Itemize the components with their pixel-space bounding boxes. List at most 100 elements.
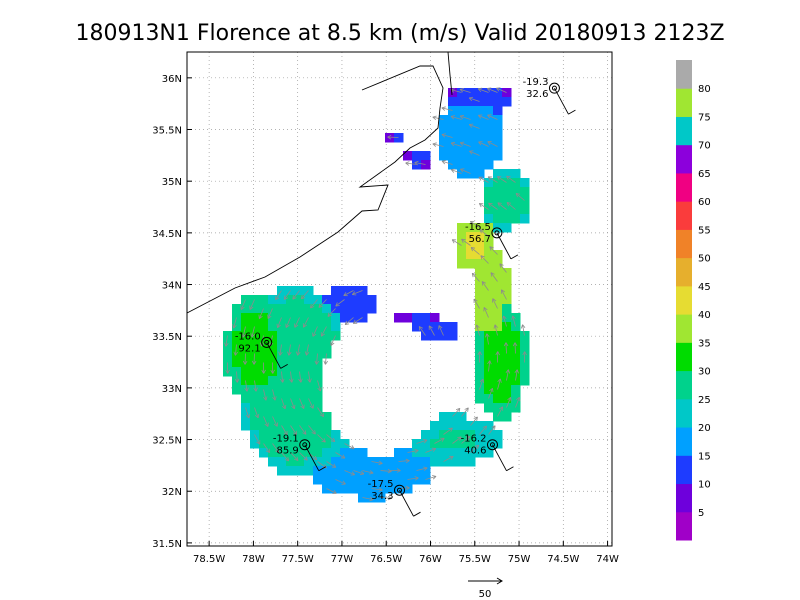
- wind-arrow: [496, 87, 507, 93]
- wind-cell: [475, 295, 485, 305]
- wind-cell: [484, 142, 494, 152]
- wind-barb: [399, 489, 414, 517]
- wind-cell: [448, 133, 458, 143]
- wind-cell: [286, 466, 296, 476]
- wind-arrow: [515, 369, 518, 381]
- wind-cell: [421, 439, 431, 449]
- wind-arrow-head: [487, 114, 491, 119]
- wind-cell: [493, 115, 503, 125]
- wind-arrow: [407, 450, 419, 453]
- wind-arrow-head: [487, 360, 491, 365]
- wind-arrow: [522, 324, 525, 336]
- wind-arrow: [487, 141, 498, 147]
- wind-arrow-head: [457, 436, 462, 438]
- wind-cell: [484, 304, 494, 314]
- wind-arrow: [263, 443, 270, 453]
- wind-arrow-head: [419, 326, 424, 329]
- wind-cell: [457, 151, 467, 161]
- wind-cell: [484, 196, 494, 206]
- wind-cell: [412, 160, 422, 170]
- wind-cell: [493, 169, 503, 179]
- wind-arrow: [303, 317, 309, 328]
- wind-cell: [484, 223, 494, 233]
- wind-arrow: [425, 475, 437, 480]
- wind-arrow: [405, 162, 417, 165]
- wind-arrow-head: [459, 115, 464, 120]
- wind-cell: [502, 88, 512, 98]
- wind-cell: [484, 151, 494, 161]
- wind-arrow: [452, 408, 461, 417]
- wind-cell: [241, 394, 251, 404]
- wind-arrow: [479, 378, 484, 390]
- wind-cell: [493, 97, 503, 107]
- wind-cell: [475, 133, 485, 143]
- wind-cell: [421, 151, 431, 161]
- wind-cell: [295, 466, 305, 476]
- x-axis-ticks: 78.5W 78W 77.5W 77W 76.5W 76W 75.5W 75W 74.5W 74W: [193, 541, 619, 565]
- wind-arrow: [515, 397, 520, 408]
- wind-cell: [511, 403, 521, 413]
- wind-arrow-head: [232, 324, 234, 329]
- wind-arrow-head: [242, 360, 246, 365]
- wind-arrow: [492, 298, 498, 309]
- station-marker: [548, 82, 560, 94]
- wind-arrow: [480, 255, 489, 264]
- wind-cell: [232, 385, 242, 395]
- wind-cell: [439, 421, 449, 431]
- wind-arrow-head: [423, 466, 428, 469]
- wind-cell: [493, 331, 503, 341]
- wind-cell: [277, 295, 287, 305]
- wind-arrow-head: [288, 351, 292, 356]
- wind-arrow-head: [405, 458, 410, 461]
- wind-arrow-head: [522, 324, 526, 329]
- wind-cell: [322, 475, 332, 485]
- wind-arrow-head: [300, 378, 303, 383]
- wind-arrow-head: [516, 369, 519, 374]
- wind-arrow: [441, 134, 453, 138]
- colorbar-label: 40: [698, 310, 711, 321]
- wind-cell: [304, 466, 314, 476]
- wind-arrow-head: [251, 360, 255, 365]
- wind-arrow-head: [291, 405, 295, 410]
- wind-arrow: [317, 380, 321, 392]
- wind-arrow: [234, 344, 237, 356]
- x-tick-label: 78W: [242, 554, 265, 565]
- wind-cell: [394, 475, 404, 485]
- wind-arrow: [301, 290, 309, 300]
- wind-arrow-head: [294, 404, 296, 409]
- wind-cell: [475, 367, 485, 377]
- wind-arrow-head: [432, 475, 437, 477]
- wind-cell: [466, 115, 476, 125]
- wind-arrow-head: [497, 202, 502, 204]
- wind-arrow: [478, 176, 489, 183]
- wind-arrow-head: [460, 168, 464, 173]
- wind-cell: [286, 331, 296, 341]
- wind-arrow-head: [431, 447, 436, 449]
- wind-cell: [313, 304, 323, 314]
- wind-arrow-head: [505, 342, 509, 347]
- y-tick-label: 33N: [162, 384, 182, 395]
- colorbar-swatch: [676, 201, 692, 230]
- wind-cell: [466, 259, 476, 269]
- x-tick-label: 74.5W: [547, 554, 579, 565]
- wind-cell: [295, 430, 305, 440]
- wind-cell: [349, 457, 359, 467]
- wind-arrow: [263, 389, 267, 401]
- wind-arrow: [488, 360, 491, 372]
- wind-cell: [493, 178, 503, 188]
- wind-cell: [475, 241, 485, 251]
- wind-arrow-head: [344, 320, 347, 325]
- wind-arrow-head: [236, 378, 240, 383]
- colorbar-label: 55: [698, 225, 711, 236]
- wind-arrow-head: [459, 114, 465, 117]
- wind-cell: [466, 169, 476, 179]
- wind-cell: [349, 475, 359, 485]
- station-value-top: -16.2: [461, 434, 487, 445]
- wind-arrow-head: [414, 477, 419, 481]
- wind-arrow-head: [297, 351, 301, 356]
- colorbar-label: 10: [698, 480, 711, 491]
- wind-cell: [475, 421, 485, 431]
- wind-cell: [502, 304, 512, 314]
- wind-cell: [484, 214, 494, 224]
- wind-arrow: [478, 141, 489, 147]
